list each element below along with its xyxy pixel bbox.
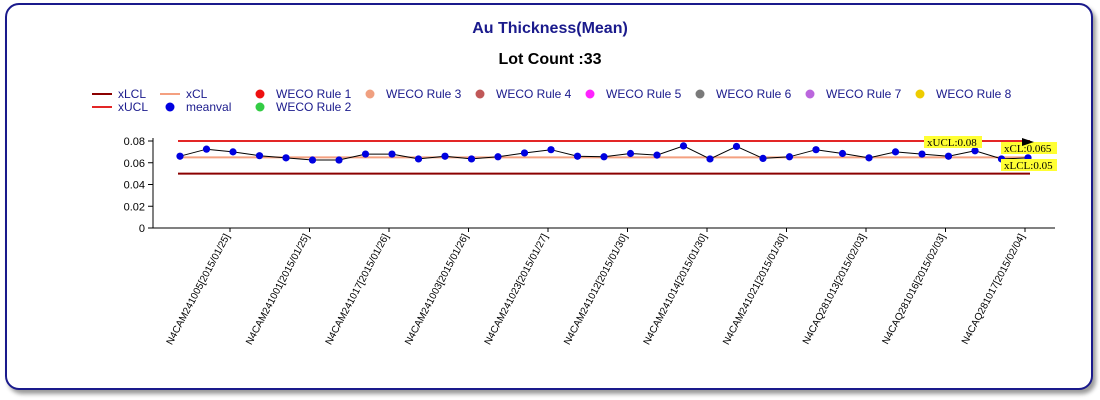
legend-item-xcl: xCL (160, 87, 208, 101)
meanval-point (335, 156, 343, 164)
meanval-point (732, 142, 741, 151)
legend-swatch-weco-rule-7 (805, 89, 815, 99)
x-tick-label: N4CAM241023[2015/01/27] (483, 232, 551, 347)
legend-label-weco-rule-2: WECO Rule 2 (276, 100, 352, 114)
meanval-point (388, 150, 396, 158)
x-tick-label: N4CAM241021[2015/01/30] (721, 232, 789, 347)
xlcl-annotation: xLCL:0.05 (1001, 159, 1057, 172)
x-tick-label: N4CAQ281016[2015/02/03] (880, 232, 948, 346)
legend-item-meanval: meanval (165, 100, 231, 114)
x-tick-label: N4CAM241001[2015/01/25] (244, 232, 312, 347)
xcl-annotation: xCL:0.065 (1001, 142, 1057, 155)
meanval-point (255, 152, 264, 160)
meanval-point (812, 146, 820, 154)
legend-swatch-weco-rule-4 (475, 89, 485, 99)
legend-label-weco-rule-4: WECO Rule 4 (496, 87, 572, 101)
meanval-point (944, 152, 953, 160)
chart-title: Au Thickness(Mean) (472, 20, 628, 37)
xlcl-annotation-box (1001, 159, 1057, 171)
meanval-point (891, 148, 900, 156)
meanval-point (838, 149, 847, 158)
legend-item-weco-rule-4: WECO Rule 4 (475, 87, 572, 101)
legend-label-weco-rule-1: WECO Rule 1 (276, 87, 352, 101)
xcl-annotation-box (1001, 142, 1057, 154)
meanval-point (414, 155, 423, 163)
meanval-point (626, 149, 635, 158)
meanval-point (308, 156, 317, 164)
x-tick-label: N4CAM241012[2015/01/30] (562, 232, 630, 347)
legend-item-weco-rule-5: WECO Rule 5 (585, 87, 682, 101)
meanval-point (547, 146, 555, 154)
limit-annotations: xUCL:0.08 xCL:0.065 xLCL:0.05 (924, 136, 1057, 172)
legend-item-xlcl: xLCL (92, 87, 146, 101)
y-tick-label: 0 (139, 223, 145, 235)
xucl-annotation-box (924, 136, 982, 148)
legend-item-weco-rule-7: WECO Rule 7 (805, 87, 902, 101)
meanval-point (467, 155, 476, 163)
meanval-point (361, 150, 370, 158)
x-axis: N4CAM241005[2015/01/25] N4CAM241001[2015/… (153, 227, 1055, 347)
legend-swatch-weco-rule-5 (585, 89, 595, 99)
meanval-point (759, 154, 767, 162)
meanval-point (494, 153, 502, 161)
meanval-point (706, 155, 714, 163)
legend-swatch-weco-rule-3 (365, 89, 375, 99)
xcl-annotation-text: xCL:0.065 (1004, 143, 1052, 155)
y-tick-label: 0.04 (124, 180, 145, 192)
legend-swatch-weco-rule-8 (915, 89, 925, 99)
meanval-point (653, 151, 661, 159)
meanval-point (679, 142, 688, 150)
legend-label-weco-rule-8: WECO Rule 8 (936, 87, 1012, 101)
meanval-point (600, 153, 608, 161)
legend-label-xucl: xUCL (118, 100, 148, 114)
chart-frame (5, 3, 1093, 390)
legend-item-xucl: xUCL (92, 100, 148, 114)
legend-swatch-weco-rule-2 (255, 102, 265, 112)
legend-label-meanval: meanval (186, 100, 231, 114)
xucl-arrow-icon (1022, 138, 1034, 146)
legend-label-weco-rule-5: WECO Rule 5 (606, 87, 682, 101)
legend-item-weco-rule-6: WECO Rule 6 (695, 87, 792, 101)
legend-label-weco-rule-3: WECO Rule 3 (386, 87, 462, 101)
y-axis: 0 0.02 0.04 0.06 0.08 (124, 136, 154, 235)
legend-item-weco-rule-3: WECO Rule 3 (365, 87, 462, 101)
legend-item-weco-rule-1: WECO Rule 1 (255, 87, 352, 101)
xlcl-annotation-text: xLCL:0.05 (1004, 160, 1053, 172)
legend-label-weco-rule-7: WECO Rule 7 (826, 87, 902, 101)
x-tick-label: N4CAM241017[2015/01/26] (324, 232, 392, 347)
legend-swatch-weco-rule-6 (695, 89, 705, 99)
legend-label-weco-rule-6: WECO Rule 6 (716, 87, 792, 101)
meanval-point (520, 149, 529, 157)
x-tick-label: N4CAQ281017[2015/02/04] (960, 232, 1028, 346)
meanval-point (573, 152, 582, 160)
meanval-point (202, 145, 211, 153)
meanval-point (176, 152, 184, 160)
y-tick-label: 0.02 (124, 201, 145, 213)
meanval-point (441, 152, 449, 160)
xucl-annotation: xUCL:0.08 (924, 136, 982, 149)
y-tick-label: 0.08 (124, 136, 145, 148)
x-tick-label: N4CAM241003[2015/01/26] (403, 232, 471, 347)
meanval-point (785, 153, 794, 161)
legend-item-weco-rule-2: WECO Rule 2 (255, 100, 352, 114)
meanval-series (176, 142, 1032, 164)
legend-item-weco-rule-8: WECO Rule 8 (915, 87, 1012, 101)
y-tick-label: 0.06 (124, 158, 145, 170)
meanval-point (282, 154, 290, 162)
chart-subtitle: Lot Count :33 (498, 51, 602, 68)
meanval-point (918, 150, 926, 158)
meanval-point (971, 147, 979, 155)
x-tick-label: N4CAM241005[2015/01/25] (165, 232, 233, 347)
legend-swatch-weco-rule-1 (255, 89, 265, 99)
legend-label-xlcl: xLCL (118, 87, 146, 101)
legend-swatch-meanval (165, 102, 175, 112)
x-tick-label: N4CAM241014[2015/01/30] (642, 232, 710, 347)
meanval-point (229, 148, 237, 156)
meanval-point (865, 154, 873, 162)
legend-label-xcl: xCL (186, 87, 208, 101)
xucl-annotation-text: xUCL:0.08 (927, 137, 977, 149)
x-tick-label: N4CAQ281013[2015/02/03] (801, 232, 869, 346)
